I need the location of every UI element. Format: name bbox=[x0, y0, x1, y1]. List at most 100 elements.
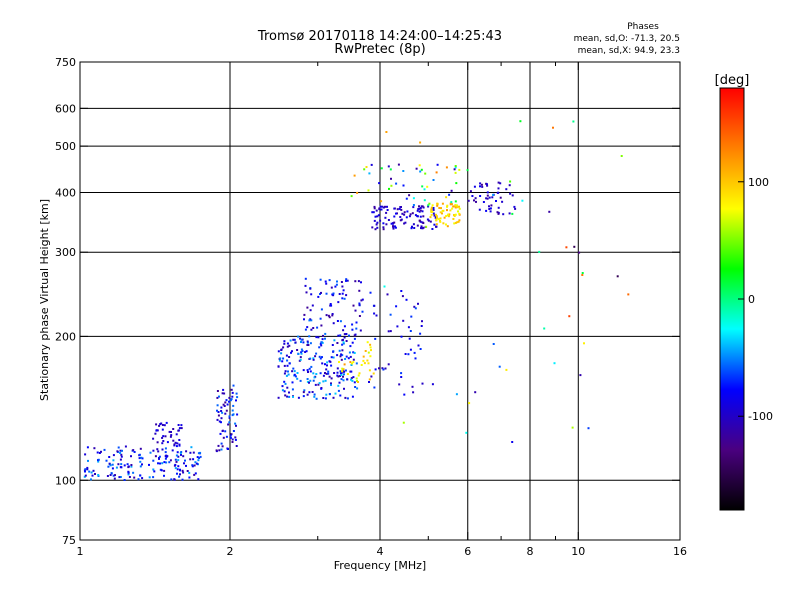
data-point bbox=[286, 342, 289, 345]
data-point bbox=[232, 384, 235, 387]
data-point bbox=[235, 424, 237, 427]
data-point bbox=[220, 410, 223, 412]
data-point bbox=[396, 325, 399, 328]
data-point bbox=[427, 205, 430, 208]
data-point bbox=[432, 179, 435, 181]
data-point bbox=[456, 204, 458, 207]
data-point bbox=[325, 393, 328, 396]
data-point bbox=[313, 393, 316, 396]
data-point bbox=[346, 397, 349, 400]
data-point bbox=[130, 465, 133, 468]
data-point bbox=[349, 345, 352, 348]
data-point bbox=[294, 341, 297, 344]
data-point bbox=[291, 350, 293, 353]
data-point bbox=[220, 442, 223, 445]
data-point bbox=[86, 468, 89, 471]
data-point bbox=[193, 473, 196, 476]
data-point bbox=[400, 208, 403, 211]
data-point bbox=[292, 395, 294, 398]
data-point bbox=[312, 357, 315, 360]
colorbar-tick-label: 0 bbox=[748, 293, 755, 306]
data-point bbox=[289, 339, 292, 342]
data-point bbox=[216, 396, 219, 399]
data-point bbox=[465, 431, 468, 434]
data-point bbox=[345, 355, 348, 358]
data-point bbox=[173, 443, 176, 446]
data-point bbox=[141, 457, 144, 460]
data-point bbox=[497, 206, 500, 209]
data-point bbox=[291, 381, 294, 384]
data-point bbox=[381, 367, 384, 370]
data-point bbox=[441, 202, 444, 205]
data-point bbox=[410, 315, 413, 318]
data-point bbox=[286, 395, 289, 398]
data-point bbox=[412, 206, 415, 209]
data-point bbox=[370, 349, 372, 352]
data-point bbox=[218, 420, 221, 423]
data-point bbox=[581, 274, 584, 276]
data-point bbox=[358, 303, 361, 306]
data-point bbox=[405, 298, 408, 301]
data-point bbox=[197, 459, 200, 462]
data-point bbox=[328, 375, 331, 378]
data-point bbox=[431, 383, 434, 386]
data-point bbox=[155, 429, 158, 432]
data-point bbox=[338, 361, 340, 363]
data-point bbox=[435, 219, 438, 221]
data-point bbox=[103, 448, 106, 451]
data-point bbox=[292, 338, 295, 341]
data-point bbox=[133, 451, 136, 453]
data-point bbox=[163, 474, 165, 477]
data-point bbox=[447, 215, 450, 218]
data-point bbox=[345, 278, 348, 281]
data-point bbox=[403, 222, 406, 225]
data-point bbox=[356, 387, 359, 390]
data-point bbox=[281, 385, 284, 388]
data-point bbox=[306, 341, 309, 344]
data-point bbox=[436, 202, 439, 205]
data-point bbox=[478, 208, 481, 211]
data-point bbox=[326, 364, 328, 367]
data-point bbox=[328, 279, 331, 282]
data-point bbox=[277, 365, 280, 368]
data-point bbox=[235, 392, 238, 395]
data-point bbox=[345, 340, 348, 342]
data-point bbox=[293, 373, 296, 376]
data-point bbox=[435, 223, 438, 226]
data-point bbox=[288, 395, 291, 398]
data-point bbox=[120, 453, 123, 456]
data-point bbox=[166, 441, 169, 444]
data-point bbox=[467, 199, 470, 202]
data-point bbox=[322, 374, 325, 377]
x-tick-label: 2 bbox=[227, 545, 234, 558]
data-point bbox=[342, 338, 344, 341]
data-point bbox=[190, 446, 193, 449]
data-point bbox=[354, 309, 357, 312]
data-point bbox=[519, 120, 522, 123]
data-point bbox=[505, 368, 508, 371]
data-point bbox=[321, 338, 324, 341]
data-point bbox=[351, 395, 354, 398]
data-point bbox=[174, 463, 177, 466]
data-point bbox=[316, 326, 319, 329]
data-point bbox=[538, 250, 541, 253]
data-point bbox=[304, 277, 307, 280]
y-tick-label: 400 bbox=[55, 186, 76, 199]
data-point bbox=[321, 362, 324, 365]
data-point bbox=[111, 467, 114, 470]
data-point bbox=[199, 455, 202, 458]
data-point bbox=[306, 393, 309, 396]
data-point bbox=[400, 376, 403, 378]
data-point bbox=[340, 353, 343, 356]
data-point bbox=[348, 334, 350, 337]
data-point bbox=[310, 293, 313, 296]
data-point bbox=[456, 221, 459, 224]
data-point bbox=[227, 423, 230, 426]
data-point bbox=[346, 279, 349, 282]
data-point bbox=[331, 293, 334, 296]
data-point bbox=[380, 200, 383, 203]
data-point bbox=[382, 368, 385, 371]
data-point bbox=[228, 416, 231, 419]
data-point bbox=[170, 431, 172, 433]
data-point bbox=[419, 207, 422, 209]
